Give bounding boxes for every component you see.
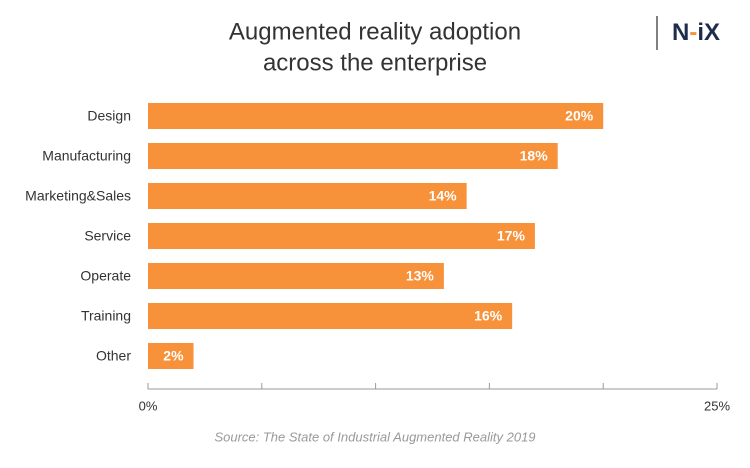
value-label: 14% [429,188,458,204]
x-tick-label: 25% [704,398,730,413]
y-tick-label: Training [81,308,131,324]
value-label: 16% [474,308,503,324]
value-label: 13% [406,268,435,284]
bar [148,183,467,209]
value-label: 18% [520,148,549,164]
source: Source: The State of Industrial Augmente… [214,429,535,444]
bar [148,343,194,369]
x-tick-label: 0% [139,398,158,413]
y-tick-label: Marketing&Sales [25,188,131,204]
bar [148,143,558,169]
bar [148,103,604,129]
bar [148,263,444,289]
bar [148,223,535,249]
bar [148,303,513,329]
y-tick-label: Design [87,108,131,124]
value-label: 2% [163,348,184,364]
chart-title: across the enterprise [263,49,487,76]
logo-part: iX [697,19,720,46]
logo: N-iX [672,19,720,46]
y-tick-label: Other [96,348,131,364]
value-label: 20% [565,108,594,124]
value-label: 17% [497,228,526,244]
y-tick-label: Operate [80,268,131,284]
y-tick-label: Manufacturing [42,148,131,164]
logo-part: - [689,19,697,46]
y-tick-label: Service [84,228,131,244]
logo-part: N [672,19,689,46]
chart-title: Augmented reality adoption [229,18,521,45]
